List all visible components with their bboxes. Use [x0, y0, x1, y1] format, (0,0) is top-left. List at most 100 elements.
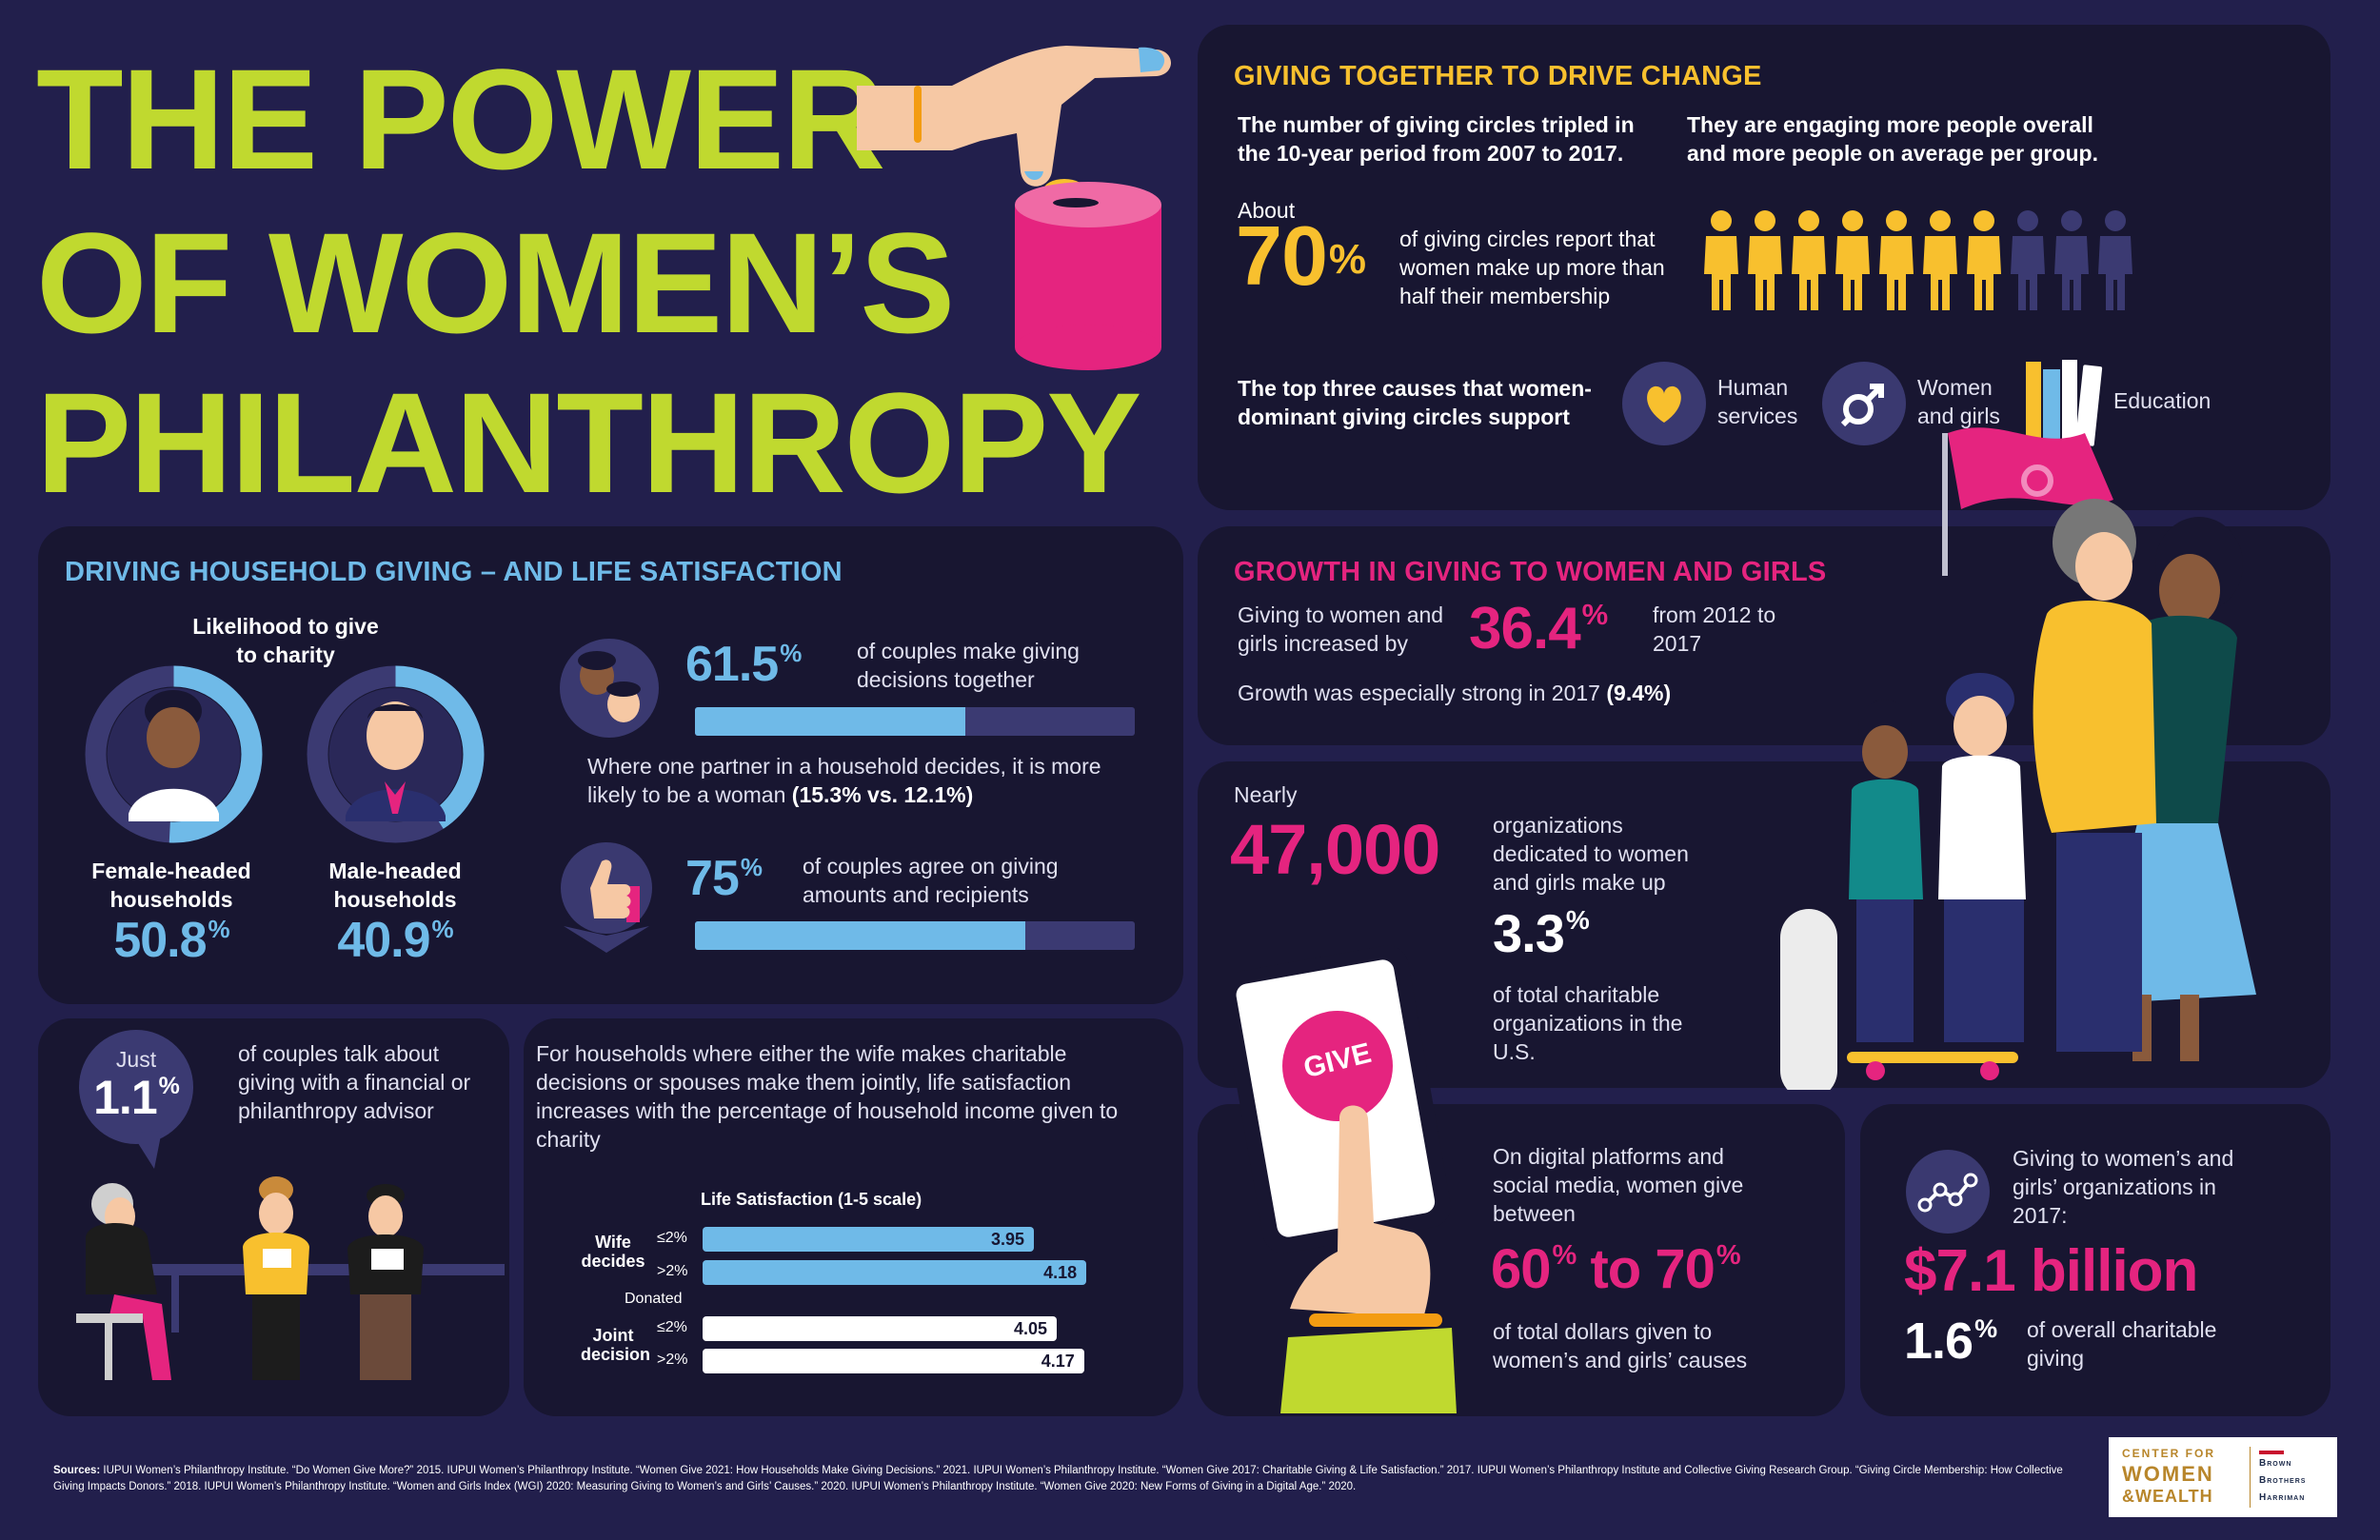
female-value: 50.8%	[113, 913, 229, 968]
life-satisfaction-intro: For households where either the wife mak…	[536, 1041, 1119, 1152]
about-label: About	[1238, 198, 1296, 223]
ls-bar-value: 4.18	[1043, 1263, 1078, 1282]
organizations-count: 47,000	[1230, 810, 1440, 889]
people-icon-row	[1702, 207, 2140, 312]
gender-symbol-icon	[1822, 362, 1906, 445]
ls-bar-value: 4.17	[1041, 1352, 1075, 1371]
cause-education: Education	[2113, 388, 2211, 413]
male-likelihood-ring	[307, 665, 485, 843]
group-wife-label: Wife decides	[581, 1233, 645, 1271]
speech-bubble-icon	[79, 1030, 193, 1169]
agree-bar	[695, 921, 1135, 950]
just-label: Just	[115, 1047, 157, 1072]
person-icon	[1704, 210, 1738, 310]
organizations-share-value: 3.3%	[1493, 903, 1590, 963]
person-icon	[1879, 210, 1914, 310]
logo-center-line3: &WEALTH	[2122, 1487, 2213, 1506]
person-icon	[1967, 210, 2001, 310]
tier-low-label-joint: ≤2%	[657, 1319, 687, 1335]
person-icon	[1923, 210, 1957, 310]
couples-together-bar-fill	[695, 707, 966, 736]
advisor-meeting-illustration	[76, 1176, 505, 1380]
donated-label: Donated	[625, 1291, 683, 1307]
giving-2017-desc: Giving to women’s and girls’ organizatio…	[2013, 1146, 2234, 1228]
household-heading: DRIVING HOUSEHOLD GIVING – AND LIFE SATI…	[65, 557, 843, 587]
logo-bbh-line2: Brothers	[2259, 1475, 2307, 1486]
person-icon	[2098, 210, 2132, 310]
growth-increase-value: 36.4%	[1469, 596, 1608, 661]
heart-icon	[1622, 362, 1706, 445]
causes-label: The top three causes that women-dominant…	[1238, 376, 1592, 429]
ls-bar-joint-low: 4.05	[703, 1316, 1057, 1341]
sources-text: Sources: IUPUI Women’s Philanthropy Inst…	[53, 1465, 2063, 1492]
nearly-label: Nearly	[1234, 782, 1298, 807]
logo-center-line2: WOMEN	[2122, 1462, 2214, 1486]
membership-percent: 70%	[1236, 208, 1366, 303]
giving-2017-panel: Giving to women’s and girls’ organizatio…	[1860, 1104, 2330, 1416]
giving-together-panel: GIVING TOGETHER TO DRIVE CHANGE The numb…	[1198, 25, 2330, 510]
digital-range: 60% to 70%	[1491, 1238, 1741, 1300]
ls-bar-value: 4.05	[1013, 1319, 1047, 1338]
couples-together-bar	[695, 707, 1135, 736]
digital-range-desc: of total dollars given to women’s and gi…	[1493, 1319, 1748, 1372]
title-line-3: PHILANTHROPY	[36, 363, 1141, 523]
tier-high-label-joint: >2%	[657, 1352, 688, 1368]
giving-2017-amount: $7.1 billion	[1904, 1238, 2198, 1304]
ls-bar-wife-low: 3.95	[703, 1227, 1034, 1252]
bbh-flag-icon	[2259, 1451, 2284, 1454]
hand-donation-box-illustration	[857, 46, 1171, 370]
male-value: 40.9%	[337, 913, 453, 968]
books-icon	[2026, 360, 2103, 446]
group-joint-label: Joint decision	[581, 1326, 651, 1364]
likelihood-label: Likelihood to give to charity	[192, 614, 379, 667]
phone-hand-illustration	[1233, 945, 1457, 1413]
digital-desc: On digital platforms and social media, w…	[1493, 1144, 1744, 1226]
tripled-text: The number of giving circles tripled in …	[1238, 112, 1635, 166]
person-icon	[1835, 210, 1870, 310]
membership-desc: of giving circles report that women make…	[1399, 227, 1665, 308]
advisor-value: 1.1%	[93, 1071, 180, 1124]
life-satisfaction-chart-title: Life Satisfaction (1-5 scale)	[701, 1190, 922, 1209]
advisor-desc: of couples talk about giving with a fina…	[238, 1041, 471, 1123]
person-icon	[1748, 210, 1782, 310]
one-partner-text: Where one partner in a household decides…	[587, 754, 1101, 807]
giving-together-heading: GIVING TOGETHER TO DRIVE CHANGE	[1234, 61, 1762, 91]
growth-heading: GROWTH IN GIVING TO WOMEN AND GIRLS	[1234, 557, 1827, 587]
center-for-women-wealth-logo: CENTER FOR WOMEN &WEALTH Brown Brothers …	[2109, 1437, 2337, 1517]
ls-bar-wife-high: 4.18	[703, 1260, 1087, 1285]
growth-strong-text: Growth was especially strong in 2017 (9.…	[1238, 681, 1672, 705]
growth-increase-text: Giving to women and girls increased by	[1238, 602, 1444, 656]
person-icon	[2054, 210, 2089, 310]
title-line-2: OF WOMEN’S	[36, 203, 955, 363]
giving-2017-share-value: 1.6%	[1904, 1313, 1997, 1370]
logo-bbh-line1: Brown	[2259, 1458, 2292, 1469]
thumbs-up-icon	[561, 842, 652, 953]
engaging-text: They are engaging more people overall an…	[1687, 112, 2098, 166]
giving-2017-share-desc: of overall charitable giving	[2027, 1317, 2217, 1371]
tier-low-label-wife: ≤2%	[657, 1230, 687, 1246]
person-icon	[1792, 210, 1826, 310]
couple-icon	[560, 639, 659, 738]
logo-center-line1: CENTER FOR	[2122, 1447, 2215, 1460]
cause-human-services: Human services	[1717, 375, 1798, 428]
organizations-count-desc: organizations dedicated to women and gir…	[1493, 813, 1689, 895]
female-likelihood-ring	[85, 665, 263, 843]
agree-desc: of couples agree on giving amounts and r…	[803, 854, 1059, 907]
women-and-girls-illustration	[1780, 427, 2256, 1090]
title-line-1: THE POWER	[36, 39, 885, 199]
agree-bar-fill	[695, 921, 1025, 950]
ls-bar-value: 3.95	[990, 1230, 1024, 1249]
person-icon	[2011, 210, 2045, 310]
organizations-share-desc: of total charitable organizations in the…	[1493, 982, 1683, 1064]
agree-value: 75%	[685, 851, 763, 906]
couples-together-value: 61.5%	[685, 637, 802, 692]
advisor-panel: Just 1.1% of couples talk about giving w…	[38, 1018, 509, 1416]
trend-line-icon	[1906, 1150, 1990, 1234]
household-giving-panel: DRIVING HOUSEHOLD GIVING – AND LIFE SATI…	[38, 526, 1183, 1004]
female-label: Female-headed households	[91, 859, 251, 912]
tier-high-label-wife: >2%	[657, 1263, 688, 1279]
cause-women-girls: Women and girls	[1917, 375, 2000, 428]
logo-bbh-line3: Harriman	[2259, 1492, 2306, 1503]
male-label: Male-headed households	[328, 859, 462, 912]
ls-bar-joint-high: 4.17	[703, 1349, 1084, 1373]
